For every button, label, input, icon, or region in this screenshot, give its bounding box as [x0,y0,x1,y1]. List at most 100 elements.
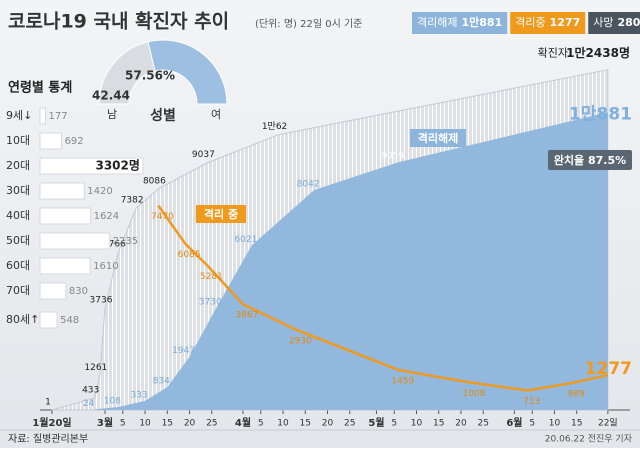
total-value-label: 1만62 [262,121,287,132]
legend-value: 1만881 [461,15,502,29]
legend-value: 1277 [550,16,581,29]
isolated-tag-box [196,205,246,223]
x-tick-label: 5 [258,419,264,429]
age-label: 70대 [6,284,30,297]
released-area [94,112,608,410]
gender-value-label: 42.44 [92,89,130,103]
age-value-label: 177 [49,111,68,122]
age-value-label: 548 [60,315,79,326]
age-value-label: 830 [69,286,88,297]
legend-label: 격리중 [515,16,545,29]
total-value-label: 1 [45,397,51,407]
total-annotation: 확진자 [538,47,568,60]
x-tick-label: 4월 [235,417,251,429]
x-tick-label: 25 [206,419,217,429]
isolated-value-label: 713 [523,397,540,407]
isolated-tag: 격리 중 [204,207,238,221]
released-value-label: 24 [83,399,95,409]
age-label: 40대 [6,209,30,222]
age-label: 30대 [6,184,30,197]
isolated-line [157,204,609,392]
isolated-value-label: 6085 [178,250,201,260]
gender-category: 여 [211,108,221,121]
legend-value: 280 [617,16,640,29]
x-tick-label: 20 [455,419,467,429]
isolated-value-label: 3867 [235,311,258,321]
total-value-label: 9037 [192,150,215,160]
age-bar [39,157,144,175]
gender-slice [147,39,228,105]
chart-title: 코로나19 국내 확진자 추이 [8,10,229,33]
x-tick-label: 1월20일 [32,416,71,429]
released-value-label: 8042 [297,179,320,189]
released-value-label: 3730 [199,297,222,307]
x-tick-label: 5 [120,419,126,429]
total-value-label: 3736 [90,295,113,305]
isolated-value-label: 1459 [391,377,414,387]
isolated-value-label: 1008 [462,389,485,399]
age-label: 50대 [6,234,30,247]
x-tick-label: 25 [478,419,489,429]
x-tick-label: 15 [300,419,311,429]
recovery-rate: 완치율 87.5% [554,153,626,167]
age-chart: 연령별 통계 9세↓ 177 10대 692 20대 3302명 30대 1420 40대 1624… [6,80,144,329]
released-value-label: 834 [153,377,170,387]
x-tick-label: 20 [322,419,334,429]
age-label: 60대 [6,259,30,272]
total-value-label: 433 [82,386,99,396]
age-label: 20대 [6,159,30,172]
source: 자료: 질병관리본부 [8,433,88,445]
released-value-label: 108 [104,397,121,407]
age-label: 9세↓ [6,109,32,122]
age-value-label: 2235 [113,236,138,247]
age-value-label: 1420 [87,186,112,197]
age-value-label: 3302명 [95,159,139,173]
gender-title: 성별 [150,107,176,124]
isolated-value-label: 5281 [200,272,223,282]
age-bar [39,232,111,250]
total-value-label: 5766 [103,240,126,250]
released-value-label: 6021 [234,235,257,245]
isolated-value-label: 1277 [585,359,632,379]
age-bar [39,132,63,150]
released-value-label: 1947 [172,346,195,356]
total-value-label: 7382 [121,196,144,206]
age-title: 연령별 통계 [8,80,72,96]
x-tick-label: 10 [549,419,561,429]
x-tick-label: 10 [411,419,423,429]
total-value-label: 1261 [84,363,107,373]
legend-box [510,12,586,34]
age-value-label: 1624 [94,211,119,222]
total-value-label: 1만2438명 [566,45,630,60]
x-tick-label: 22일 [598,418,618,429]
x-tick-label: 6월 [506,417,522,429]
isolated-value-label: 2930 [289,336,312,346]
legend-label: 사망 [593,16,613,29]
released-value-label: 9059 [381,152,404,162]
age-value-label: 692 [65,136,84,147]
released-tag-box [410,129,466,147]
chart-subtitle: (단위: 명) 22일 0시 기준 [255,17,362,30]
age-bar [39,107,47,125]
x-tick-label: 20 [184,419,196,429]
legend-label: 격리해제 [417,15,457,29]
age-label: 10대 [6,134,30,147]
released-tag: 격리해제 [418,131,458,145]
x-tick-label: 10 [139,419,151,429]
total-value-label: 8086 [143,176,166,186]
legend-box [412,12,508,34]
x-tick-label: 5 [391,419,397,429]
released-value-label: 1만881 [569,104,632,124]
gender-category: 남 [107,108,117,121]
legend-box [588,12,640,34]
age-bar [39,282,67,300]
age-bar [39,207,92,225]
x-tick-label: 25 [344,419,355,429]
x-tick-label: 15 [162,419,173,429]
released-value-label: 333 [130,390,147,400]
age-bar [39,311,58,329]
main-chart: 코로나19 국내 확진자 추이 (단위: 명) 22일 0시 기준 격리해제 1만88… [8,10,640,445]
x-tick-label: 3월 [97,417,113,429]
